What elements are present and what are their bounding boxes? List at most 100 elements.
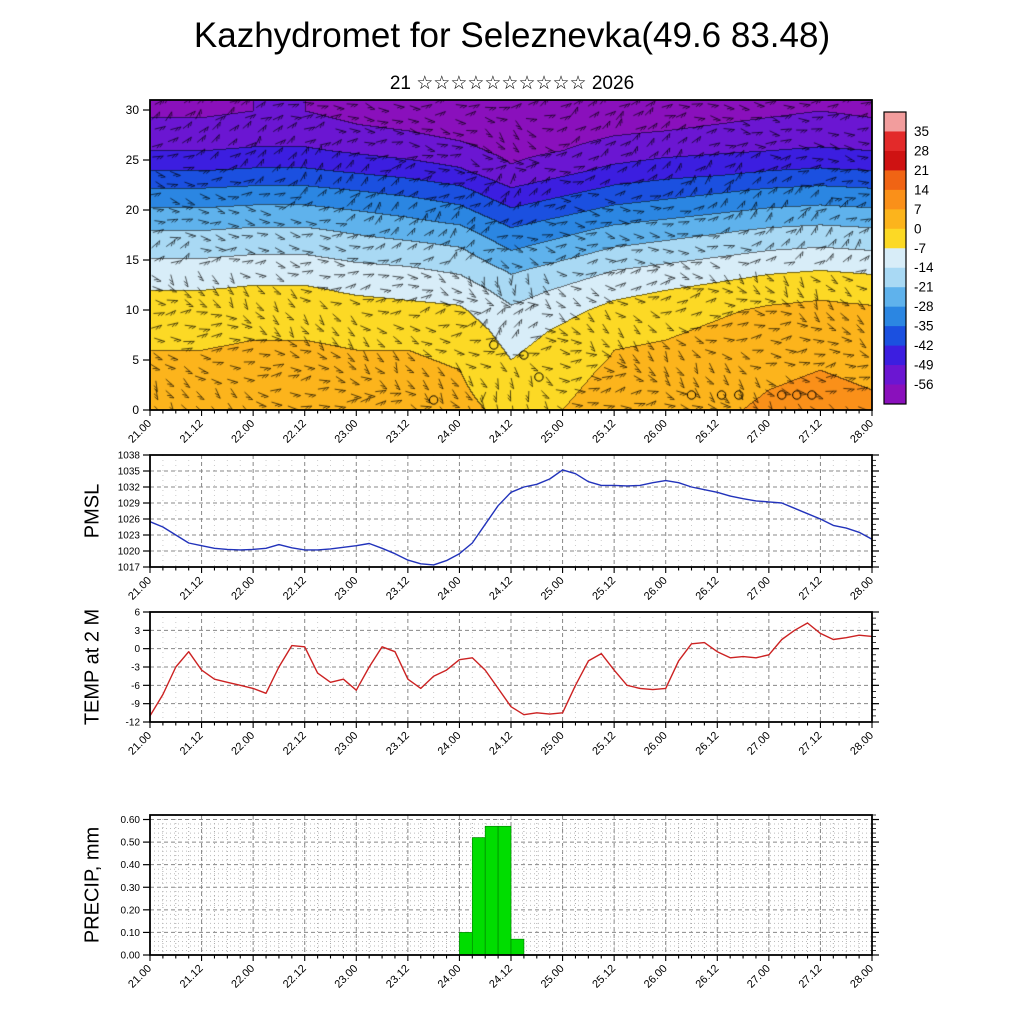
x-tick-label: 25.00 <box>539 730 567 758</box>
x-tick-label: 28.00 <box>848 730 876 758</box>
y-tick-label: 0 <box>134 644 140 655</box>
x-tick-label: 24.12 <box>487 730 515 758</box>
y-tick-label: 5 <box>132 353 139 367</box>
x-tick-label: 24.00 <box>436 730 464 758</box>
x-tick-label: 23.12 <box>384 730 412 758</box>
x-tick-label: 27.00 <box>745 963 773 991</box>
colorbar-label: -28 <box>914 299 934 314</box>
x-tick-label: 26.12 <box>693 963 721 991</box>
colorbar-label: 7 <box>914 202 922 217</box>
colorbar-segment <box>884 131 906 152</box>
colorbar-segment <box>884 384 906 405</box>
x-tick-label: 23.12 <box>384 575 412 603</box>
y-tick-label: 3 <box>134 626 140 637</box>
x-tick-label: 28.00 <box>848 575 876 603</box>
colorbar-label: 14 <box>914 182 930 197</box>
page-title: Kazhydromet for Seleznevka(49.6 83.48) <box>193 16 831 55</box>
x-tick-label: 23.00 <box>332 575 360 603</box>
y-tick-label: 1032 <box>118 483 141 494</box>
x-tick-label: 21.00 <box>126 963 154 991</box>
x-tick-label: 27.12 <box>797 575 825 603</box>
colorbar-label: -14 <box>914 260 934 275</box>
y-tick-label: 1029 <box>118 499 141 510</box>
colorbar-label: -49 <box>914 358 934 373</box>
colorbar-label: -35 <box>914 319 934 334</box>
x-tick-label: 26.00 <box>642 575 670 603</box>
x-tick-label: 24.00 <box>436 418 464 446</box>
x-tick-label: 24.12 <box>487 418 515 446</box>
y-tick-label: 0.20 <box>121 905 141 916</box>
colorbar-label: 21 <box>914 163 929 178</box>
x-tick-label: 26.00 <box>642 418 670 446</box>
x-tick-label: 22.12 <box>281 963 309 991</box>
colorbar-label: 28 <box>914 143 929 158</box>
x-tick-label: 22.00 <box>229 963 257 991</box>
x-tick-label: 26.00 <box>642 730 670 758</box>
precip-bar <box>497 825 512 956</box>
colorbar-segment <box>884 112 906 132</box>
x-tick-label: 24.00 <box>436 963 464 991</box>
precip-bar <box>510 938 525 956</box>
x-tick-label: 23.12 <box>384 963 412 991</box>
x-tick-label: 28.00 <box>848 418 876 446</box>
x-tick-label: 24.12 <box>487 575 515 603</box>
panel-frame <box>149 814 873 956</box>
x-tick-label: 22.00 <box>229 418 257 446</box>
x-tick-label: 22.00 <box>229 575 257 603</box>
x-tick-label: 27.00 <box>745 418 773 446</box>
x-tick-label: 25.12 <box>590 575 618 603</box>
x-tick-label: 21.00 <box>126 418 154 446</box>
x-tick-label: 21.00 <box>126 575 154 603</box>
x-tick-label: 26.12 <box>693 418 721 446</box>
x-tick-label: 23.00 <box>332 730 360 758</box>
x-tick-label: 25.12 <box>590 963 618 991</box>
y-tick-label: 15 <box>126 253 140 267</box>
colorbar-label: -7 <box>914 241 926 256</box>
x-tick-label: 25.00 <box>539 418 567 446</box>
y-tick-label: 0.50 <box>121 838 141 849</box>
panel-frame <box>149 611 873 723</box>
x-tick-label: 28.00 <box>848 963 876 991</box>
y-tick-label: 20 <box>126 203 140 217</box>
x-tick-label: 26.12 <box>693 730 721 758</box>
x-tick-label: 27.12 <box>797 963 825 991</box>
panel-frame <box>149 454 873 568</box>
colorbar-label: 0 <box>914 221 922 236</box>
colorbar-segment <box>884 326 906 347</box>
y-tick-label: 0.60 <box>121 815 141 826</box>
y-tick-label: 0.10 <box>121 928 141 939</box>
x-tick-label: 27.00 <box>745 575 773 603</box>
y-tick-label: 30 <box>126 103 140 117</box>
colorbar-segment <box>884 170 906 191</box>
y-tick-label: 0.40 <box>121 860 141 871</box>
colorbar-segment <box>884 248 906 269</box>
x-tick-label: 22.12 <box>281 575 309 603</box>
x-tick-label: 25.00 <box>539 575 567 603</box>
y-tick-label: -6 <box>131 681 140 692</box>
y-tick-label: 10 <box>126 303 140 317</box>
y-tick-label: 0.30 <box>121 883 141 894</box>
y-tick-label: 0.00 <box>121 951 141 962</box>
colorbar-segment <box>884 287 906 308</box>
colorbar-label: -56 <box>914 377 934 392</box>
y-tick-label: -3 <box>131 663 140 674</box>
y-tick-label: 1026 <box>118 515 141 526</box>
x-tick-label: 21.12 <box>178 418 206 446</box>
colorbar-segment <box>884 228 906 249</box>
colorbar-segment <box>884 150 906 171</box>
x-tick-label: 23.12 <box>384 418 412 446</box>
colorbar-segment <box>884 209 906 230</box>
date-subtitle: 21 ☆☆☆☆☆☆☆☆☆☆ 2026 <box>389 73 635 94</box>
x-tick-label: 21.12 <box>178 730 206 758</box>
y-tick-label: 1017 <box>118 563 141 574</box>
x-tick-label: 27.12 <box>797 418 825 446</box>
panel-frame <box>149 99 873 411</box>
x-tick-label: 21.12 <box>178 575 206 603</box>
y-tick-label: 1035 <box>118 467 141 478</box>
x-tick-label: 21.12 <box>178 963 206 991</box>
x-tick-label: 27.00 <box>745 730 773 758</box>
x-tick-label: 25.12 <box>590 418 618 446</box>
x-tick-label: 26.00 <box>642 963 670 991</box>
x-tick-label: 24.12 <box>487 963 515 991</box>
